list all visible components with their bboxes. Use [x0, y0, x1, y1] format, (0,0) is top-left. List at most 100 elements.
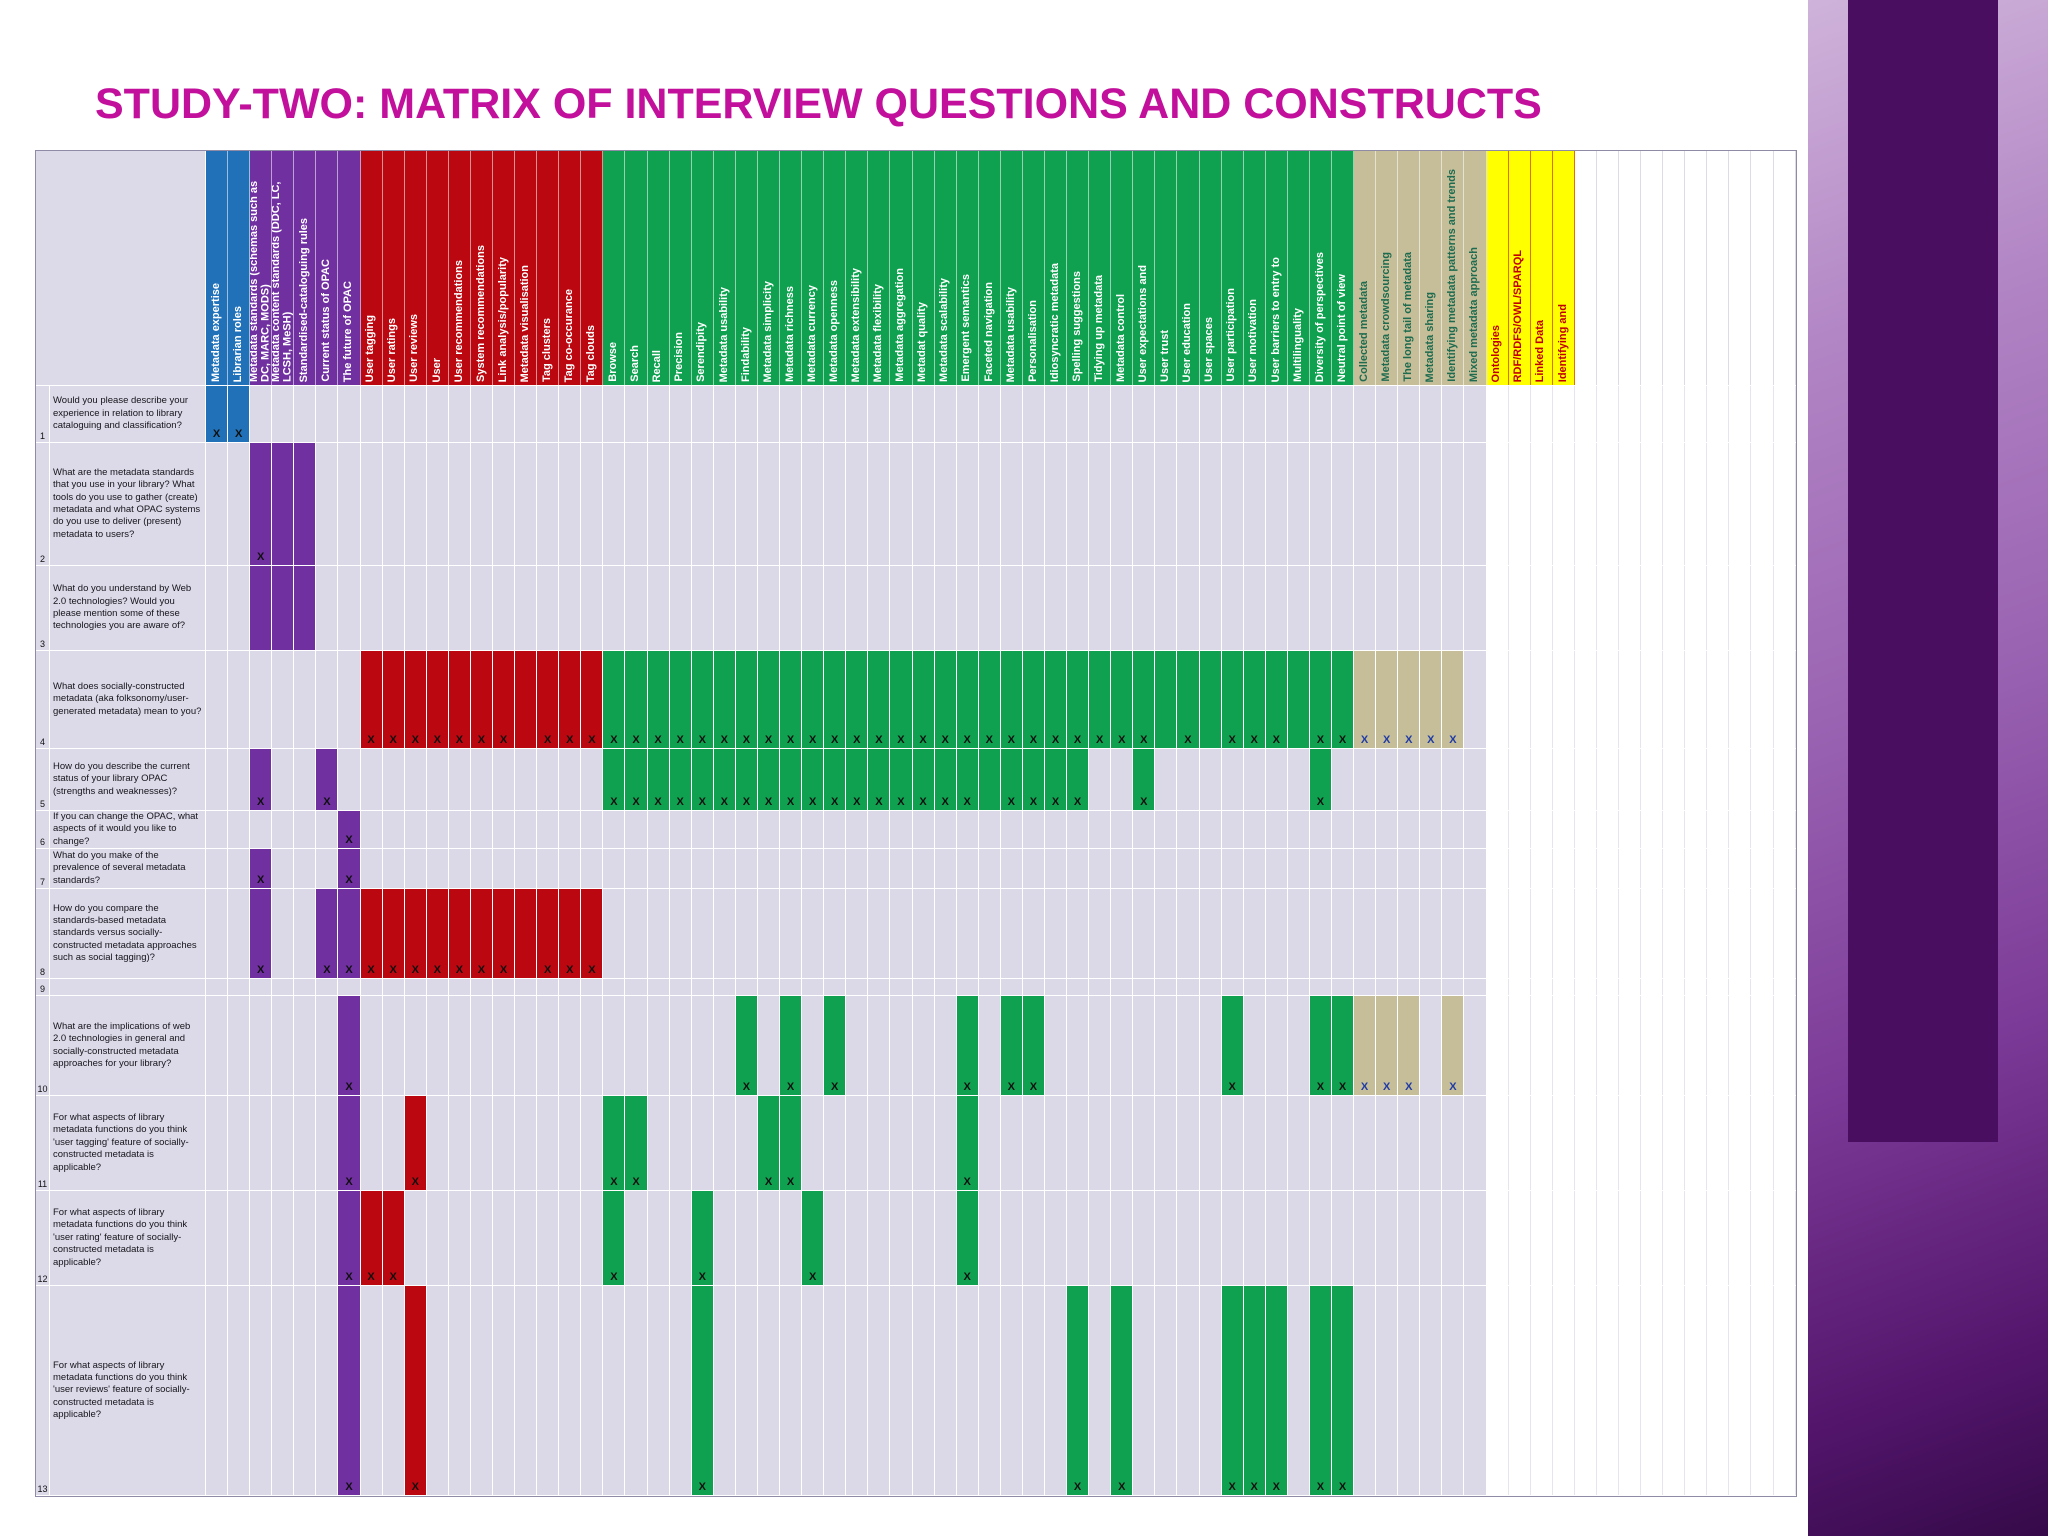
- matrix-cell: [625, 979, 648, 995]
- matrix-cell: [735, 1286, 758, 1495]
- matrix-cell: [1133, 443, 1156, 565]
- x-mark: X: [676, 796, 684, 808]
- matrix-cell: [1331, 443, 1355, 565]
- matrix-cell: [846, 443, 869, 565]
- matrix-cell: [360, 979, 383, 995]
- x-mark: X: [389, 964, 397, 976]
- matrix-cell: [206, 979, 229, 995]
- matrix-cell: X: [493, 889, 516, 978]
- column-header-label: User tagging: [364, 314, 377, 382]
- matrix-cell: [1221, 811, 1244, 848]
- matrix-cell: [294, 749, 317, 810]
- matrix-cell: [824, 979, 847, 995]
- matrix-cell: X: [581, 889, 604, 978]
- question-text: What are the metadata standards that you…: [53, 466, 201, 540]
- matrix-cell: [1133, 996, 1156, 1095]
- x-mark: X: [345, 1481, 353, 1493]
- matrix-cell: [757, 996, 781, 1095]
- matrix-cell: X: [537, 889, 560, 978]
- matrix-cell: [1596, 443, 1619, 565]
- matrix-cell: [691, 386, 714, 442]
- matrix-cell: [404, 386, 427, 442]
- matrix-cell: [1287, 996, 1310, 1095]
- matrix-cell: [1376, 1286, 1399, 1495]
- matrix-cell: [978, 996, 1001, 1095]
- matrix-cell: [1464, 566, 1487, 650]
- matrix-cell: [338, 749, 361, 810]
- matrix-cell: [426, 1191, 449, 1285]
- matrix-cell: [1354, 1191, 1377, 1285]
- matrix-cell: [1111, 979, 1134, 995]
- x-mark: X: [1316, 1081, 1325, 1093]
- matrix-cell: [846, 889, 869, 978]
- matrix-cell: [1685, 889, 1708, 978]
- matrix-cell: [1619, 849, 1642, 888]
- matrix-cell: [757, 1286, 781, 1495]
- x-mark: X: [897, 734, 905, 746]
- matrix-cell: [493, 849, 516, 888]
- x-mark: X: [1029, 1081, 1038, 1093]
- matrix-cell: [890, 386, 913, 442]
- matrix-cell: [448, 749, 471, 810]
- matrix-cell: [735, 566, 758, 650]
- matrix-cell: X: [824, 996, 847, 1095]
- matrix-cell: [956, 811, 979, 848]
- matrix-cell: X: [978, 651, 1001, 748]
- column-header: Personalisation: [1022, 151, 1045, 385]
- x-mark: X: [610, 734, 618, 746]
- column-header: Findability: [735, 151, 758, 385]
- x-mark: X: [1272, 1481, 1280, 1493]
- x-mark: X: [411, 1481, 419, 1493]
- matrix-cell: [206, 443, 229, 565]
- matrix-cell: X: [713, 651, 736, 748]
- matrix-cell: [1464, 811, 1487, 848]
- x-mark: X: [1316, 1481, 1325, 1493]
- matrix-cell: [537, 811, 560, 848]
- matrix-cell: [228, 979, 251, 995]
- matrix-cell: X: [470, 889, 494, 978]
- matrix-cell: [426, 566, 449, 650]
- matrix-row: 9: [36, 979, 1796, 996]
- matrix-cell: [559, 849, 582, 888]
- matrix-cell: [1619, 566, 1642, 650]
- matrix-cell: [1354, 1286, 1377, 1495]
- matrix-cell: [780, 1191, 803, 1285]
- matrix-cell: [890, 443, 913, 565]
- matrix-cell: [1508, 1286, 1531, 1495]
- matrix-cell: [1000, 443, 1023, 565]
- x-mark: X: [1118, 734, 1126, 746]
- matrix-cell: [1067, 1191, 1090, 1285]
- matrix-cell: [1044, 443, 1068, 565]
- matrix-cell: X: [802, 749, 825, 810]
- matrix-cell: [868, 811, 891, 848]
- matrix-cell: [1641, 979, 1664, 995]
- matrix-cell: [1000, 566, 1023, 650]
- matrix-row: 5 How do you describe the current status …: [36, 749, 1796, 811]
- column-header-label: Metadata usability: [717, 286, 730, 382]
- matrix-cell: [802, 1286, 825, 1495]
- matrix-cell: [1000, 1191, 1023, 1285]
- matrix-cell: [360, 386, 383, 442]
- matrix-cell: [1552, 1286, 1575, 1495]
- matrix-cell: [1155, 749, 1178, 810]
- matrix-cell: [1685, 979, 1708, 995]
- matrix-cell: [1530, 979, 1553, 995]
- matrix-cell: [1287, 749, 1310, 810]
- column-header: [1596, 151, 1619, 385]
- column-header: Metadata flexibility: [868, 151, 891, 385]
- matrix-cell: X: [647, 651, 670, 748]
- matrix-cell: [1574, 386, 1597, 442]
- matrix-cell: [1442, 979, 1465, 995]
- matrix-cell: [1685, 1096, 1708, 1190]
- x-mark: X: [1073, 734, 1082, 746]
- matrix-cell: [250, 979, 273, 995]
- matrix-cell: [1265, 1191, 1288, 1285]
- matrix-cell: [647, 979, 670, 995]
- matrix-cell: [1243, 749, 1266, 810]
- matrix-cell: [1508, 811, 1531, 848]
- x-mark: X: [1073, 796, 1082, 808]
- matrix-cell: [581, 386, 604, 442]
- column-header-label: Metadata content standards (DDC, LC, LCS…: [272, 181, 294, 382]
- matrix-cell: [1773, 979, 1796, 995]
- x-mark: X: [257, 551, 265, 563]
